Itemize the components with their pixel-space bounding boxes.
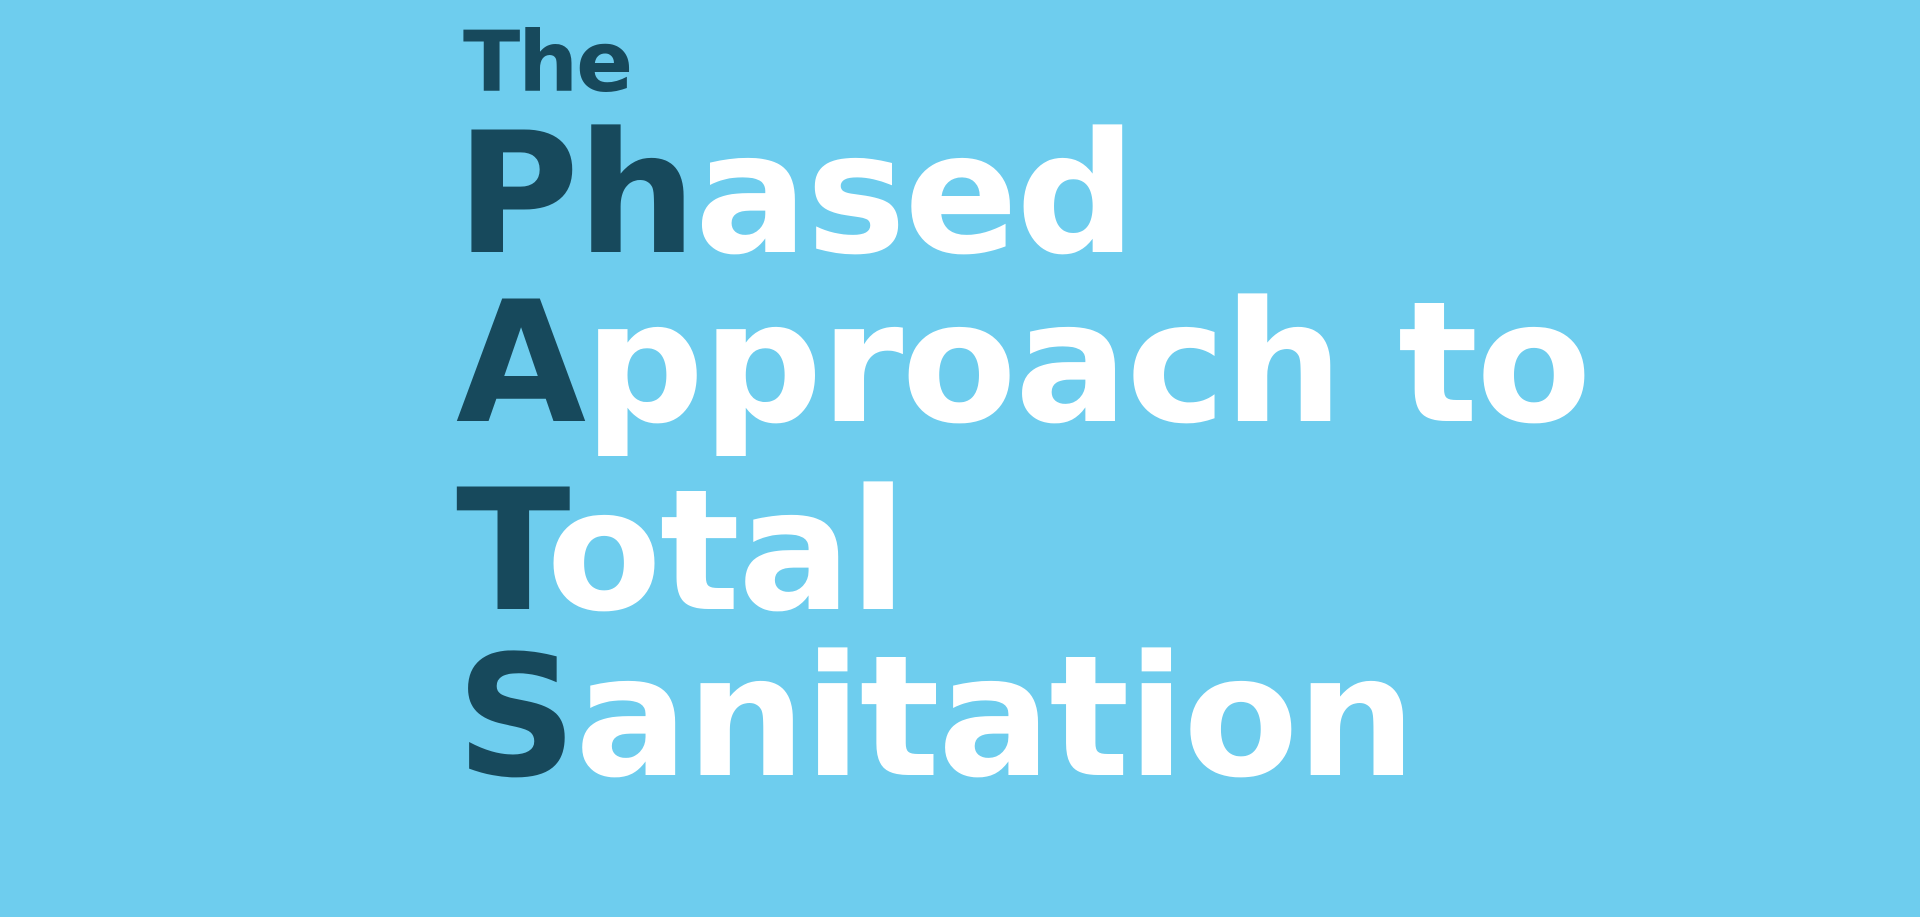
title-line-rest: anitation [575, 619, 1416, 815]
title-line-total: Total [456, 467, 907, 635]
title-line-rest: pproach to [584, 265, 1592, 461]
title-line-rest: otal [546, 453, 907, 649]
title-line-phased: Phased [456, 110, 1136, 278]
title-line-approach: Approach to [456, 279, 1592, 447]
title-line-accent: S [456, 619, 577, 815]
title-line-accent: A [456, 265, 586, 461]
title-line-sanitation: Sanitation [456, 633, 1416, 801]
title-prefix: The [463, 13, 633, 111]
title-line-accent: T [456, 453, 548, 649]
title-line-rest: ased [694, 96, 1137, 292]
title-line-accent: Ph [456, 96, 697, 292]
